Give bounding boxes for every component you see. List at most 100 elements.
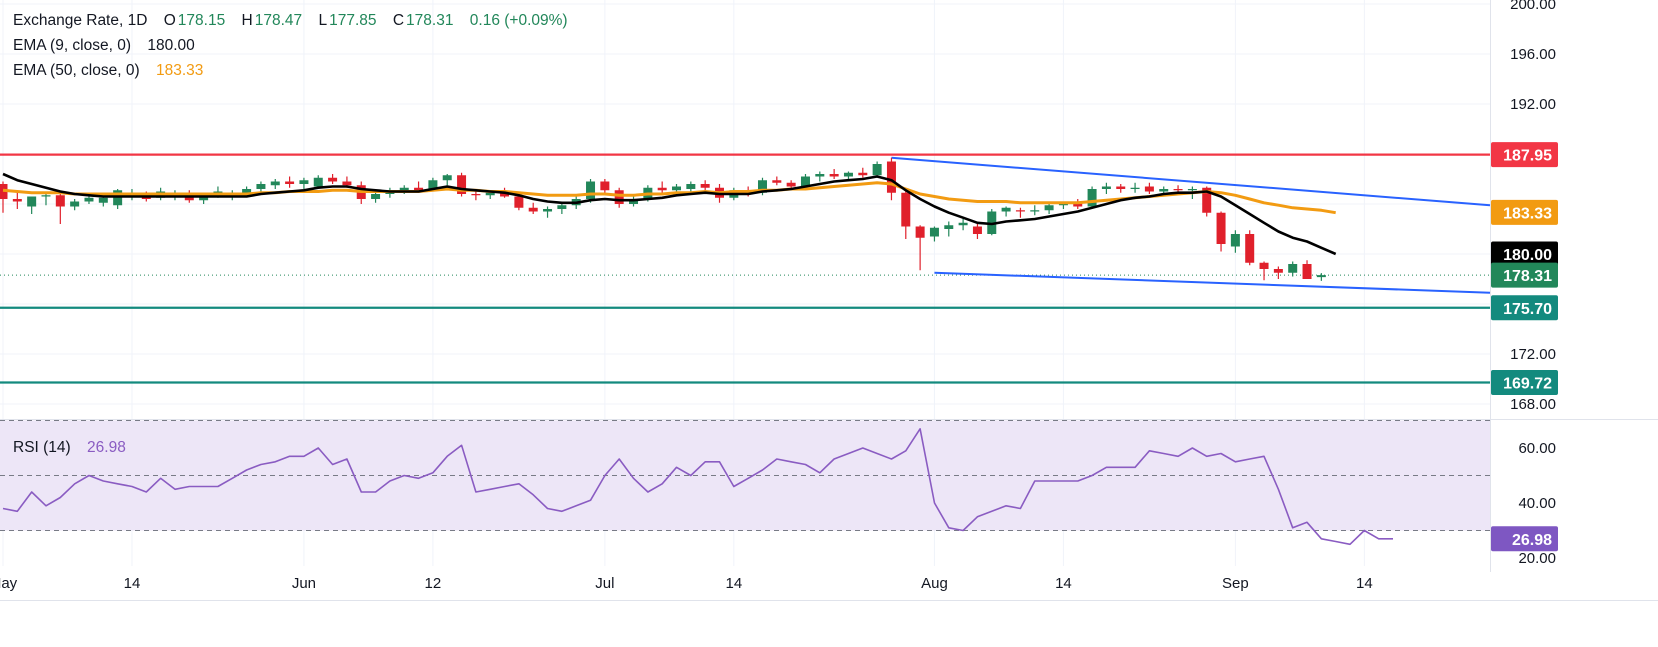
candle <box>901 190 911 239</box>
candle-body <box>1159 189 1169 192</box>
time-tick-label: 14 <box>1356 575 1373 592</box>
candle-body <box>686 184 696 189</box>
candle <box>929 226 939 242</box>
candle-body <box>543 209 553 212</box>
candle <box>614 187 624 208</box>
candle <box>1302 260 1312 279</box>
candle-body <box>657 187 667 191</box>
candle-body <box>299 180 309 184</box>
candle-body <box>342 181 352 186</box>
candle-body <box>1316 275 1326 278</box>
badge-label: 169.72 <box>1503 376 1552 393</box>
close-label: C <box>392 12 405 29</box>
ema9-label: EMA (9, close, 0) <box>13 37 132 54</box>
time-tick-label: Jul <box>595 575 614 592</box>
candle-body <box>1030 210 1040 212</box>
candle <box>414 181 424 192</box>
candle <box>1273 266 1283 279</box>
candle-body <box>915 226 925 238</box>
badge-label: 26.98 <box>1512 532 1552 549</box>
badge-bg <box>1491 526 1558 552</box>
candle <box>557 204 567 214</box>
candle <box>12 191 22 209</box>
candle-body <box>1130 187 1140 189</box>
candle <box>1130 182 1140 193</box>
badge-label: 175.70 <box>1503 301 1552 318</box>
rsi-tick-label: 20.00 <box>1518 550 1556 567</box>
candle-body <box>872 164 882 176</box>
candle <box>0 181 8 213</box>
ema9-line <box>2 172 1337 256</box>
candle-body <box>1173 189 1183 191</box>
price-tick-label: 196.00 <box>1510 46 1556 63</box>
candle-body <box>270 181 280 186</box>
candle <box>972 224 982 239</box>
candle-body <box>428 180 438 189</box>
candle-body <box>500 192 510 197</box>
candle <box>858 167 868 178</box>
candle-body <box>843 172 853 177</box>
candle-body <box>1073 202 1083 207</box>
candle <box>1230 230 1240 253</box>
candle-body <box>1302 264 1312 279</box>
candle <box>27 196 37 214</box>
candle-body <box>1101 186 1111 189</box>
candle-body <box>1116 186 1126 189</box>
candle-body <box>886 161 896 193</box>
ema50-legend: EMA (50, close, 0) 183.33 <box>13 62 205 80</box>
badge-bg <box>1491 262 1558 288</box>
candle-body <box>399 187 409 191</box>
rsi-value: 26.98 <box>87 439 126 456</box>
candle <box>1316 273 1326 281</box>
candle-body <box>600 181 610 191</box>
candle-body <box>55 195 65 207</box>
candle <box>700 180 710 192</box>
candle-body <box>457 175 467 194</box>
candle-body <box>772 180 782 183</box>
price-badges: 187.95 183.33 180.00 178.31 175.70 169.72 <box>1491 142 1558 395</box>
candle-body <box>371 194 381 199</box>
time-tick-label: 12 <box>425 575 442 592</box>
candle-body <box>929 227 939 237</box>
candle-body <box>672 186 682 191</box>
rsi-axis: 60.00 40.00 20.00 <box>1518 440 1556 567</box>
candle <box>772 176 782 186</box>
candle <box>1015 207 1025 218</box>
candle <box>98 196 108 207</box>
time-tick-label: Aug <box>921 575 948 592</box>
candle-body <box>1288 264 1298 273</box>
symbol-title: Exchange Rate, 1D <box>13 12 148 29</box>
candle <box>1259 261 1269 281</box>
candle <box>328 174 338 184</box>
candle-body <box>944 225 954 229</box>
price-tick-label: 200.00 <box>1510 0 1556 13</box>
candle-body <box>12 199 22 202</box>
candle-body <box>285 181 295 184</box>
candle <box>457 172 467 197</box>
candle-body <box>800 176 810 187</box>
candle-body <box>256 184 266 189</box>
time-tick-label: Sep <box>1222 575 1249 592</box>
badge-label: 180.00 <box>1503 247 1552 264</box>
horizontal-levels <box>0 153 1490 384</box>
high-label: H <box>241 12 253 29</box>
candle-body <box>557 205 567 209</box>
ema9-price-badge: 180.00 <box>1491 241 1558 267</box>
candle <box>586 179 596 203</box>
ema50-price-badge: 183.33 <box>1491 199 1558 225</box>
candle <box>1288 261 1298 277</box>
candle <box>829 169 839 179</box>
candle-body <box>242 189 252 193</box>
badge-label: 178.31 <box>1503 268 1552 285</box>
candle <box>371 191 381 203</box>
time-tick-label: 14 <box>124 575 141 592</box>
candle-body <box>1216 212 1226 244</box>
candle <box>815 171 825 182</box>
candle <box>944 221 954 237</box>
candle-body <box>1259 262 1269 269</box>
candle-body <box>901 192 911 227</box>
candle-body <box>1001 207 1011 212</box>
badge-bg <box>1491 142 1558 168</box>
candle-body <box>41 195 51 197</box>
